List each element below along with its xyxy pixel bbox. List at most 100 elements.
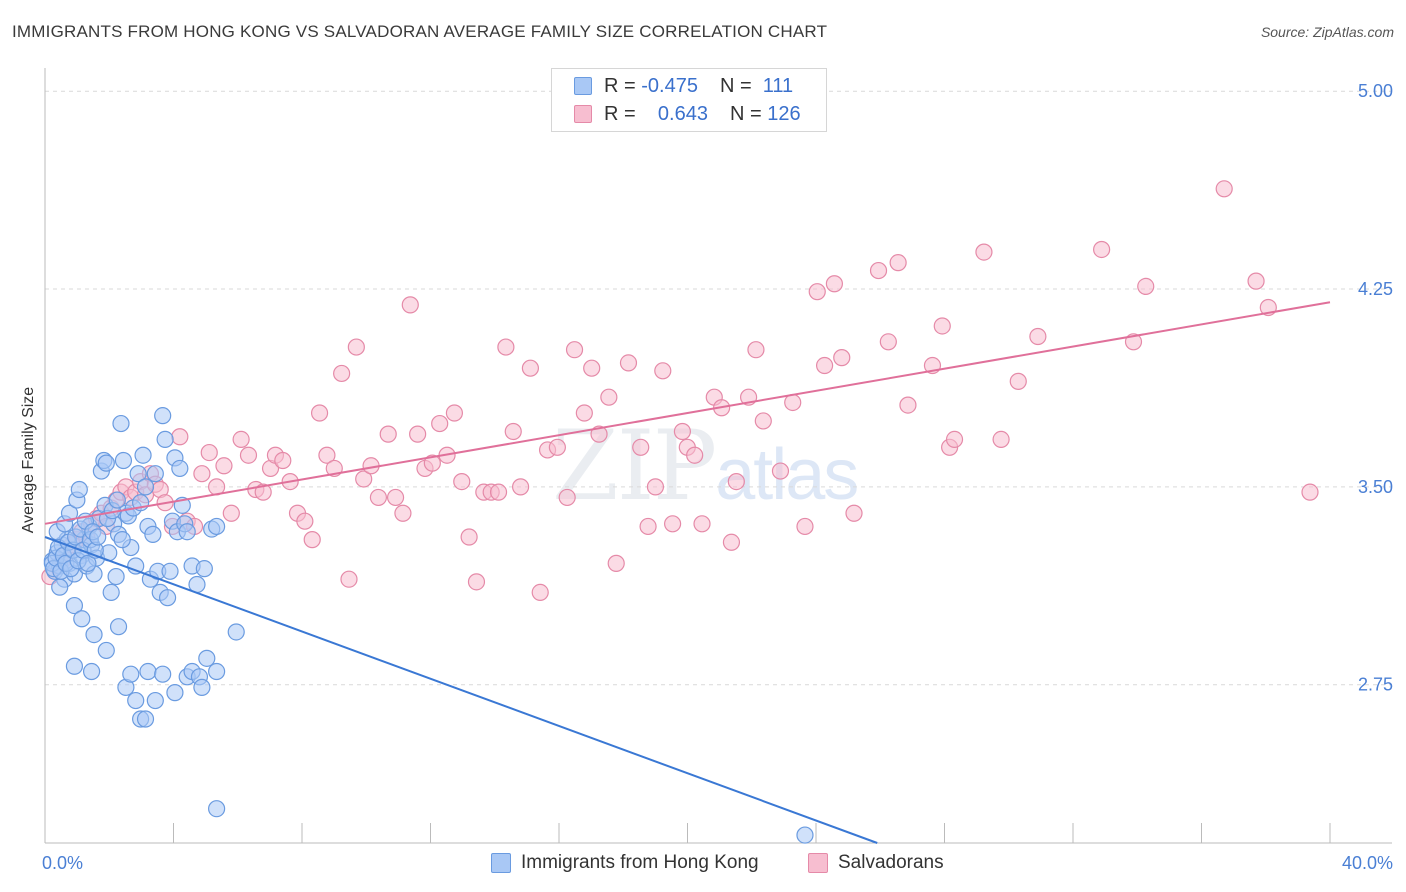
data-point: [590, 425, 608, 443]
data-point: [845, 504, 863, 522]
data-point: [122, 665, 140, 683]
pink-swatch-icon: [808, 853, 828, 873]
data-point: [156, 430, 174, 448]
data-point: [423, 454, 441, 472]
data-point: [619, 354, 638, 372]
data-point: [607, 554, 625, 572]
data-point: [879, 333, 897, 351]
data-point: [296, 512, 314, 530]
blue-swatch-icon: [574, 77, 592, 95]
data-point: [899, 396, 917, 414]
data-point: [639, 517, 657, 536]
data-point: [166, 684, 184, 702]
x-tick-label: 0.0%: [42, 853, 83, 873]
data-point: [558, 488, 576, 507]
data-point: [747, 341, 765, 359]
data-point: [171, 428, 189, 446]
salvadorans-points: [41, 180, 1319, 601]
data-point: [889, 254, 907, 272]
data-point: [409, 425, 427, 443]
data-point: [340, 570, 358, 588]
data-point: [663, 515, 682, 533]
legend-item-hong-kong: Immigrants from Hong Kong: [491, 852, 759, 874]
data-point: [318, 446, 336, 464]
data-point: [815, 356, 834, 375]
data-point: [646, 478, 665, 496]
tick-labels: 2.75 3.50 4.25 5.00 0.0% 40.0%: [42, 81, 1393, 873]
data-point: [347, 338, 365, 356]
axes: [44, 68, 1392, 844]
data-point: [79, 554, 97, 572]
data-point: [504, 422, 522, 441]
data-point: [333, 364, 351, 383]
data-point: [127, 557, 145, 575]
data-point: [1247, 272, 1265, 290]
data-point: [82, 662, 101, 681]
data-point: [200, 443, 218, 462]
data-point: [722, 533, 741, 551]
data-point: [531, 583, 549, 601]
legend-row-salvadorans: R = 0.643 N = 126: [574, 101, 801, 127]
data-point: [73, 610, 91, 628]
data-point: [1215, 180, 1233, 198]
data-point: [548, 438, 566, 456]
data-point: [239, 446, 258, 464]
data-point: [1093, 240, 1111, 259]
data-point: [467, 573, 486, 591]
data-point: [575, 404, 593, 422]
data-point: [60, 504, 79, 522]
legend-r-value: -0.475: [641, 74, 698, 97]
data-point: [453, 473, 471, 491]
data-point: [70, 480, 88, 499]
x-tick-label: 40.0%: [1342, 853, 1393, 873]
data-point: [693, 515, 711, 533]
y-tick-label: 2.75: [1358, 675, 1393, 695]
data-point: [401, 296, 419, 314]
data-point: [975, 243, 993, 261]
data-point: [933, 317, 951, 335]
data-point: [1029, 327, 1047, 346]
data-point: [107, 567, 125, 586]
data-point: [89, 528, 107, 546]
data-point: [833, 349, 851, 367]
data-point: [303, 531, 321, 549]
data-point: [108, 491, 126, 509]
data-point: [686, 446, 704, 464]
y-tick-label: 4.25: [1358, 279, 1393, 299]
data-point: [161, 562, 179, 580]
data-point: [85, 626, 103, 644]
data-point: [114, 451, 133, 470]
correlation-legend: R = -0.475 N = 111 R = 0.643 N = 126: [551, 68, 827, 132]
data-point: [136, 710, 155, 728]
data-point: [445, 404, 464, 422]
data-point: [109, 618, 128, 636]
salvadorans-trend-line: [44, 301, 1331, 525]
data-point: [600, 388, 618, 406]
data-point: [154, 407, 172, 425]
y-tick-label: 5.00: [1358, 81, 1393, 101]
legend-n-value: 126: [767, 102, 801, 125]
data-point: [992, 430, 1010, 448]
data-point: [208, 517, 226, 536]
data-point: [1009, 372, 1027, 390]
chart-title: IMMIGRANTS FROM HONG KONG VS SALVADORAN …: [12, 22, 828, 41]
data-point: [102, 583, 120, 601]
data-point: [379, 425, 397, 443]
legend-r-label: R =: [604, 74, 636, 97]
data-point: [512, 478, 530, 496]
data-point: [521, 359, 540, 377]
data-point: [355, 470, 373, 488]
blue-swatch-icon: [491, 853, 511, 873]
legend-n-label: N =: [719, 74, 752, 97]
data-point: [65, 596, 84, 615]
data-point: [784, 393, 802, 412]
hong-kong-points: [43, 407, 814, 844]
series-legend: Immigrants from Hong Kong Salvadorans: [0, 852, 1406, 878]
legend-item-salvadorans: Salvadorans: [808, 852, 944, 874]
legend-n-label: N =: [729, 102, 762, 125]
data-point: [274, 451, 292, 470]
legend-r-label: R =: [604, 102, 636, 125]
data-point: [497, 338, 515, 356]
data-point: [127, 691, 145, 710]
data-point: [208, 662, 226, 681]
